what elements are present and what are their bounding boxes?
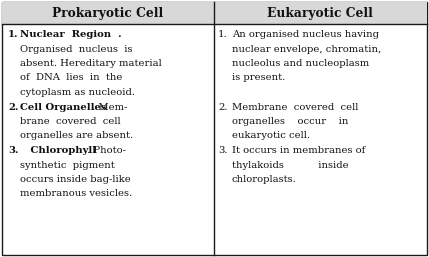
Text: Nuclear  Region  .: Nuclear Region . [20, 30, 122, 39]
Text: chloroplasts.: chloroplasts. [232, 175, 297, 184]
Text: eukaryotic cell.: eukaryotic cell. [232, 132, 310, 141]
Text: membranous vesicles.: membranous vesicles. [20, 189, 132, 198]
Bar [214, 2, 427, 24]
Text: Cell Organelles: Cell Organelles [20, 103, 106, 112]
Text: synthetic  pigment: synthetic pigment [20, 161, 115, 170]
Text: An organised nucleus having: An organised nucleus having [232, 30, 379, 39]
Text: 1.: 1. [218, 30, 228, 39]
Text: Membrane  covered  cell: Membrane covered cell [232, 103, 358, 112]
Text: thylakoids           inside: thylakoids inside [232, 161, 349, 170]
Text: absent. Hereditary material: absent. Hereditary material [20, 59, 162, 68]
Text: Chlorophyll: Chlorophyll [20, 146, 96, 155]
Text: 2.: 2. [218, 103, 227, 112]
Text: It occurs in membranes of: It occurs in membranes of [232, 146, 366, 155]
Text: Organised  nucleus  is: Organised nucleus is [20, 44, 133, 53]
Text: organelles    occur    in: organelles occur in [232, 117, 348, 126]
Text: nucleolus and nucleoplasm: nucleolus and nucleoplasm [232, 59, 369, 68]
Text: . Photo-: . Photo- [85, 146, 127, 155]
Text: Prokaryotic Cell: Prokaryotic Cell [52, 6, 163, 20]
Text: cytoplasm as nucleoid.: cytoplasm as nucleoid. [20, 88, 135, 97]
Text: 2.: 2. [8, 103, 18, 112]
Text: Eukaryotic Cell: Eukaryotic Cell [267, 6, 373, 20]
Text: nuclear envelope, chromatin,: nuclear envelope, chromatin, [232, 44, 381, 53]
Bar [2, 2, 214, 24]
Text: occurs inside bag-like: occurs inside bag-like [20, 175, 131, 184]
Text: of  DNA  lies  in  the: of DNA lies in the [20, 74, 122, 82]
Text: organelles are absent.: organelles are absent. [20, 132, 133, 141]
Text: is present.: is present. [232, 74, 285, 82]
Text: . Mem-: . Mem- [89, 103, 127, 112]
Text: 3.: 3. [8, 146, 18, 155]
Text: 1.: 1. [8, 30, 18, 39]
Text: 3.: 3. [218, 146, 227, 155]
Text: brane  covered  cell: brane covered cell [20, 117, 121, 126]
